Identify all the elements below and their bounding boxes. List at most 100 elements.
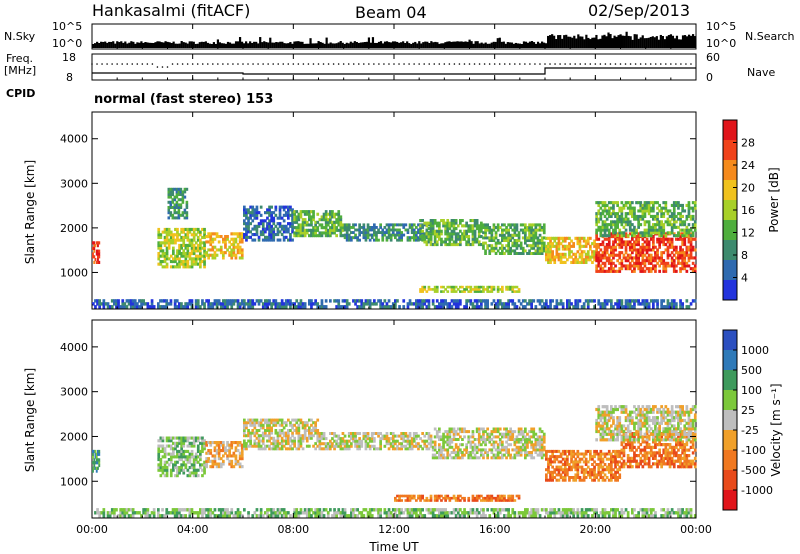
heatmap-cell xyxy=(574,460,578,464)
nsky-bar xyxy=(154,42,157,48)
nsky-bar xyxy=(164,41,167,48)
heatmap-cell xyxy=(578,247,582,251)
heatmap-cell xyxy=(465,221,468,225)
heatmap-cell xyxy=(459,430,462,434)
freq-point xyxy=(161,66,164,68)
freq-point xyxy=(488,63,491,65)
heatmap-cell xyxy=(228,240,231,244)
nsky-bar xyxy=(293,41,296,48)
heatmap-cell xyxy=(93,255,96,259)
heatmap-cell xyxy=(370,432,374,435)
heatmap-cell xyxy=(654,217,657,221)
heatmap-cell xyxy=(454,237,458,241)
heatmap-cell xyxy=(480,448,483,452)
heatmap-cell xyxy=(591,242,594,246)
heatmap-cell xyxy=(626,223,630,227)
heatmap-cell xyxy=(188,474,192,478)
heatmap-cell xyxy=(186,246,190,250)
heatmap-cell xyxy=(171,216,175,220)
heatmap-cell xyxy=(194,436,198,440)
nsky-bar xyxy=(347,43,350,48)
heatmap-cell xyxy=(513,440,517,444)
heatmap-cell xyxy=(679,269,682,273)
heatmap-cell xyxy=(454,453,458,457)
heatmap-cell xyxy=(159,458,163,462)
heatmap-cell xyxy=(278,429,282,432)
heatmap-cell xyxy=(519,228,523,232)
nsky-bar xyxy=(651,36,654,48)
heatmap-cell xyxy=(639,203,643,207)
heatmap-cell xyxy=(561,457,565,461)
heatmap-cell xyxy=(240,237,244,241)
heatmap-cell xyxy=(519,223,523,227)
heatmap-cell xyxy=(649,253,653,257)
heatmap-cell xyxy=(419,288,422,291)
heatmap-cell xyxy=(314,431,317,435)
heatmap-cell xyxy=(482,448,485,452)
heatmap-cell xyxy=(270,305,273,309)
heatmap-cell xyxy=(631,264,634,268)
heatmap-cell xyxy=(660,240,663,244)
heatmap-cell xyxy=(180,447,183,451)
heatmap-cell xyxy=(431,445,435,449)
heatmap-cell xyxy=(299,226,303,230)
heatmap-cell xyxy=(337,212,341,216)
heatmap-cell xyxy=(329,228,332,232)
heatmap-cell xyxy=(249,431,252,435)
heatmap-cell xyxy=(574,305,578,309)
heatmap-cell xyxy=(326,444,330,448)
nsky-bar xyxy=(589,39,592,48)
heatmap-cell xyxy=(538,299,542,303)
heatmap-cell xyxy=(175,190,179,194)
heatmap-cell xyxy=(230,454,234,458)
heatmap-cell xyxy=(448,237,452,241)
heatmap-cell xyxy=(345,299,349,303)
heatmap-cell xyxy=(628,206,632,210)
heatmap-cell xyxy=(647,259,651,263)
heatmap-cell xyxy=(607,245,611,249)
heatmap-cell xyxy=(245,233,248,237)
heatmap-cell xyxy=(217,235,221,239)
heatmap-cell xyxy=(496,299,500,303)
heatmap-cell xyxy=(494,427,498,431)
heatmap-cell xyxy=(308,299,311,303)
heatmap-cell xyxy=(280,439,284,443)
heatmap-cell xyxy=(628,228,632,232)
heatmap-cell xyxy=(672,267,676,271)
heatmap-cell xyxy=(616,253,619,257)
heatmap-cell xyxy=(278,418,282,422)
heatmap-cell xyxy=(343,305,347,309)
heatmap-cell xyxy=(178,302,181,306)
heatmap-cell xyxy=(677,253,680,257)
heatmap-cell xyxy=(555,244,559,248)
heatmap-cell xyxy=(421,229,424,233)
heatmap-cell xyxy=(350,236,353,240)
heatmap-cell xyxy=(331,231,334,235)
nsky-bar xyxy=(645,38,648,48)
freq-point xyxy=(554,63,556,65)
heatmap-cell xyxy=(169,260,173,264)
freq-point xyxy=(579,63,582,65)
heatmap-cell xyxy=(364,238,368,242)
heatmap-cell xyxy=(179,193,183,196)
heatmap-cell xyxy=(656,223,659,227)
heatmap-cell xyxy=(232,251,236,255)
heatmap-cell xyxy=(542,453,546,457)
heatmap-cell xyxy=(584,252,588,256)
nsky-bar xyxy=(337,42,340,48)
heatmap-cell xyxy=(444,440,447,444)
heatmap-cell xyxy=(616,217,619,221)
heatmap-cell xyxy=(446,302,450,306)
heatmap-cell xyxy=(618,235,622,239)
heatmap-cell xyxy=(542,241,546,245)
heatmap-cell xyxy=(605,302,609,306)
heatmap-cell xyxy=(652,302,655,306)
heatmap-cell xyxy=(687,206,691,210)
heatmap-cell xyxy=(329,439,332,443)
heatmap-cell xyxy=(670,212,674,216)
heatmap-cell xyxy=(542,249,546,253)
heatmap-cell xyxy=(312,234,315,238)
freq-point xyxy=(206,63,209,65)
heatmap-cell xyxy=(280,299,284,303)
heatmap-cell xyxy=(266,227,269,231)
